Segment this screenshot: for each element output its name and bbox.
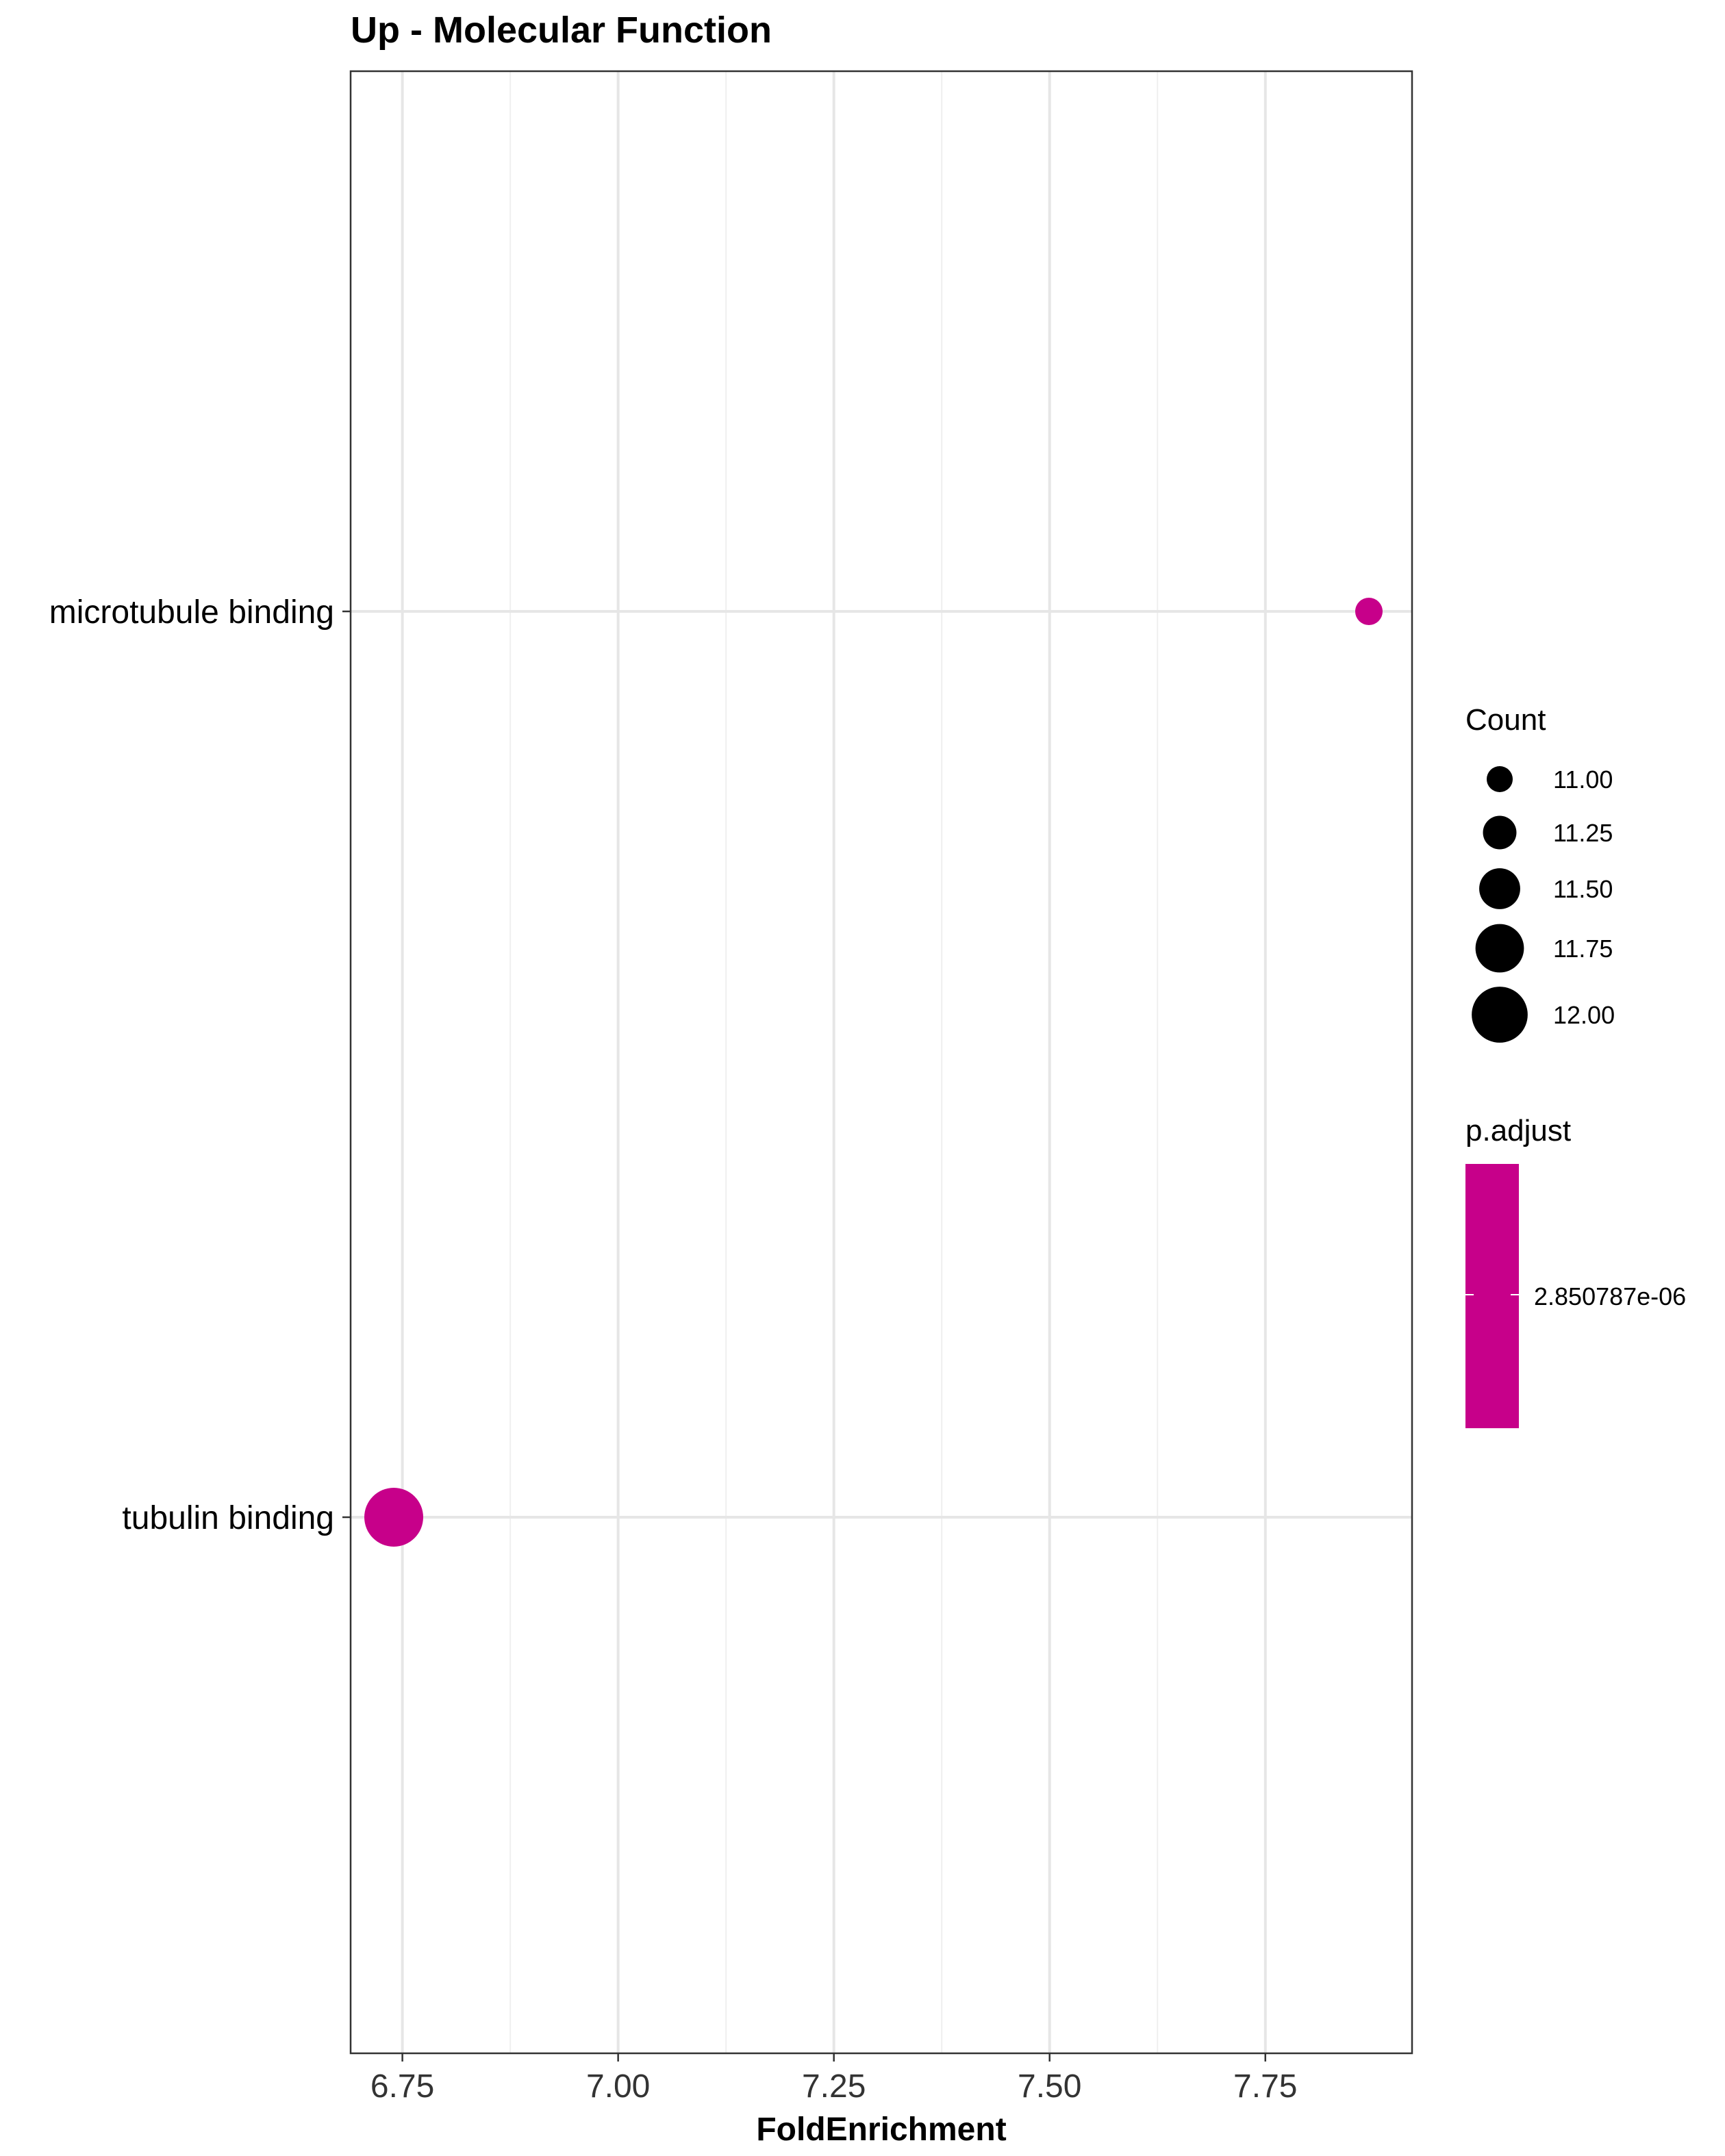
p-adjust-colorbar [1465,1164,1519,1428]
x-tick-label: 7.50 [1018,2068,1081,2105]
p-adjust-legend-title: p.adjust [1465,1114,1571,1147]
count-legend-key [1479,868,1520,909]
data-points [364,598,1383,1547]
plot-panel-border [349,70,1413,2055]
count-legend-key [1483,815,1517,850]
x-tick-label: 7.25 [802,2068,866,2105]
chart-title: Up - Molecular Function [351,10,772,51]
count-legend-title: Count [1465,703,1546,737]
count-legend-label: 11.50 [1553,875,1613,903]
p-adjust-legend: p.adjust 2.850787e-06 [1465,1114,1686,1428]
count-legend: Count 11.00 11.25 11.50 11.75 12.00 [1465,703,1615,1043]
x-tick-label: 7.75 [1233,2068,1297,2105]
count-legend-label: 11.00 [1553,765,1613,794]
x-axis: 6.75 7.00 7.25 7.50 7.75 [370,2053,1297,2105]
data-point [364,1488,424,1547]
count-legend-key [1472,987,1528,1043]
x-axis-title: FoldEnrichment [756,2111,1006,2148]
y-axis: microtubule binding tubulin binding [49,594,351,1536]
count-legend-key [1475,924,1524,973]
grid-lines [351,71,1412,2053]
p-adjust-label: 2.850787e-06 [1534,1282,1686,1310]
count-legend-key [1487,766,1513,792]
x-tick-label: 7.00 [586,2068,650,2105]
count-legend-label: 11.75 [1553,935,1613,963]
count-legend-label: 12.00 [1553,1001,1615,1029]
y-tick-label: tubulin binding [122,1500,334,1536]
data-point [1355,598,1383,625]
x-tick-label: 6.75 [370,2068,434,2105]
count-legend-label: 11.25 [1553,819,1613,847]
y-tick-label: microtubule binding [49,594,334,631]
